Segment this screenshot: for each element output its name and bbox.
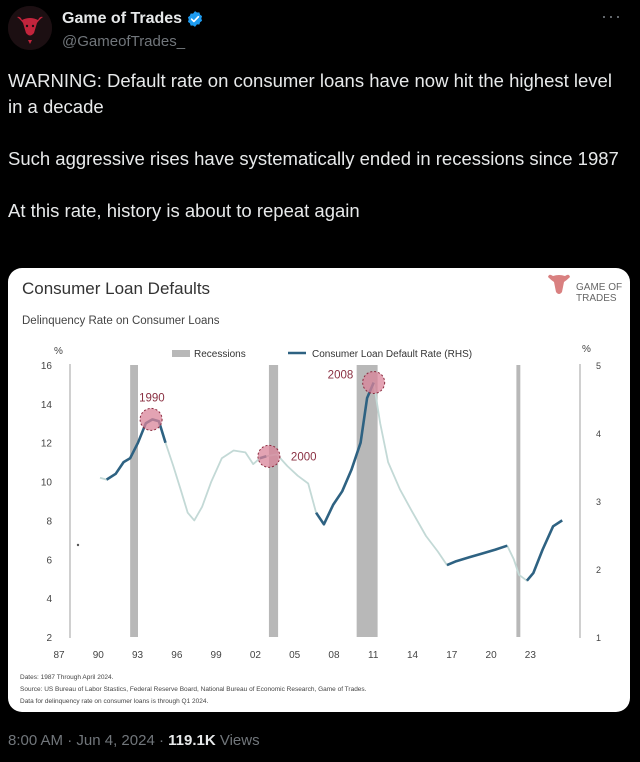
x-tick-label: 11 (368, 650, 379, 661)
chart-subtitle: Delinquency Rate on Consumer Loans (22, 315, 220, 327)
footnote-source: Source: US Bureau of Labor Stastics, Fed… (20, 686, 367, 693)
right-tick-label: 1 (596, 633, 601, 643)
x-tick-label: 96 (171, 650, 183, 661)
footnote-data: Data for delinquency rate on consumer lo… (20, 698, 208, 705)
highlight-circle (362, 370, 386, 394)
left-tick-label: 8 (46, 516, 52, 527)
recession-band (516, 365, 521, 637)
chart: Consumer Loan Defaults Delinquency Rate … (20, 274, 622, 705)
chart-title: Consumer Loan Defaults (22, 279, 210, 298)
x-tick-label: 23 (525, 650, 537, 661)
logo-text-bottom: TRADES (576, 293, 617, 304)
chart-image-card[interactable]: Consumer Loan Defaults Delinquency Rate … (8, 268, 630, 712)
left-tick-label: 2 (46, 633, 52, 644)
x-tick-label: 14 (407, 650, 419, 661)
bull-logo-icon (548, 274, 570, 294)
tweet-paragraph: Such aggressive rises have systematicall… (8, 148, 619, 169)
left-axis-unit: % (54, 346, 63, 357)
x-tick-label: 05 (289, 650, 301, 661)
x-tick-label: 17 (446, 650, 458, 661)
x-tick-label: 93 (132, 650, 144, 661)
x-tick-label: 02 (250, 650, 262, 661)
left-tick-label: 12 (41, 439, 53, 450)
tweet-paragraph: WARNING: Default rate on consumer loans … (8, 70, 612, 117)
tweet-paragraph: At this rate, history is about to repeat… (8, 200, 360, 221)
left-tick-label: 10 (41, 478, 53, 489)
x-tick-label: 99 (211, 650, 223, 661)
stray-dot (76, 543, 80, 547)
left-tick-label: 6 (46, 555, 52, 566)
left-tick-label: 14 (41, 400, 53, 411)
right-tick-label: 3 (596, 497, 601, 507)
right-tick-label: 2 (596, 565, 601, 575)
display-name[interactable]: Game of Trades (62, 10, 183, 27)
series-line-dark (525, 519, 563, 582)
views-count: 119.1K (168, 732, 216, 749)
series-line-dark (315, 381, 375, 526)
recession-band (130, 365, 138, 637)
series-line-dark (446, 544, 508, 567)
annotation-label: 1990 (139, 392, 165, 404)
handle[interactable]: @GameofTrades_ (62, 33, 186, 50)
left-tick-label: 16 (41, 361, 53, 372)
highlight-circle (257, 444, 281, 468)
x-tick-label: 08 (328, 650, 340, 661)
annotations: 1990 2000 2008 (139, 369, 386, 468)
meta-separator: · (67, 732, 73, 749)
meta-separator: · (158, 732, 164, 749)
annotation-label: 2008 (328, 369, 354, 381)
left-ticks: 2 4 6 8 10 12 14 16 (41, 361, 53, 644)
more-options-icon[interactable]: ··· (601, 6, 622, 26)
legend-recessions: Recessions (194, 349, 246, 360)
recession-bands (130, 365, 521, 637)
right-ticks: 1 2 3 4 5 (596, 361, 601, 643)
x-tick-label: 87 (53, 650, 65, 661)
right-tick-label: 5 (596, 361, 601, 371)
highlight-circle (139, 407, 163, 431)
tweet-meta: 8:00 AM · Jun 4, 2024 · 119.1K Views (8, 732, 260, 749)
tweet-date[interactable]: Jun 4, 2024 (76, 732, 155, 749)
left-tick-label: 4 (46, 594, 52, 605)
chart-legend: Recessions Consumer Loan Default Rate (R… (172, 349, 472, 360)
verified-badge-icon (187, 11, 203, 27)
footnote-dates: Dates: 1987 Through April 2024. (20, 674, 114, 681)
right-tick-label: 4 (596, 429, 601, 439)
right-axis-unit: % (582, 344, 591, 355)
avatar[interactable] (8, 6, 52, 50)
series-dark (105, 381, 563, 582)
logo-text-top: GAME OF (576, 282, 622, 293)
legend-series: Consumer Loan Default Rate (RHS) (312, 349, 472, 360)
views-label: Views (219, 732, 260, 749)
tweet-time[interactable]: 8:00 AM (8, 732, 64, 749)
x-tick-label: 20 (486, 650, 498, 661)
brand-logo: GAME OF TRADES (548, 274, 622, 304)
bull-logo-icon (8, 6, 52, 50)
legend-recession-swatch (172, 350, 190, 357)
annotation-label: 2000 (291, 451, 317, 463)
recession-band (268, 365, 279, 637)
display-name-row[interactable]: Game of Trades (62, 10, 204, 28)
x-tick-label: 90 (93, 650, 105, 661)
x-ticks: 87 90 93 96 99 02 05 08 11 14 17 20 23 (53, 650, 536, 661)
tweet-text: WARNING: Default rate on consumer loans … (8, 68, 628, 250)
